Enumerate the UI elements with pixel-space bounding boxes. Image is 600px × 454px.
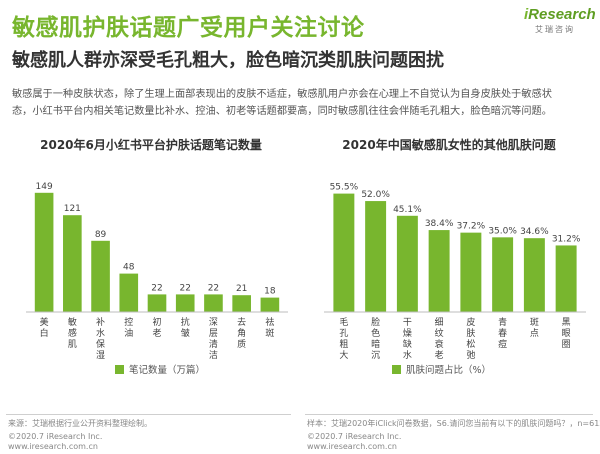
value-label: 52.0% (361, 190, 390, 200)
bar-敏感肌 (63, 215, 82, 312)
value-label: 121 (64, 204, 81, 214)
category-label: 干燥缺水 (403, 317, 412, 360)
page-title: 敏感肌护肤话题广受用户关注讨论 (12, 15, 365, 41)
bar-斑点 (523, 238, 545, 312)
category-label: 毛孔粗大 (339, 316, 348, 360)
bar-美白 (34, 192, 54, 312)
footer-divider-left (6, 414, 291, 415)
logo-wordmark: iResearch (524, 6, 596, 23)
description: 敏感属于一种皮肤状态，除了生理上面部表现出的皮肤不适症，敏感肌用户亦会在心理上不… (12, 86, 590, 120)
category-label: 斑点 (530, 316, 539, 339)
value-label: 89 (95, 230, 107, 240)
category-label: 脸色暗沉 (371, 316, 380, 360)
bar-青春痘 (492, 237, 514, 312)
category-label: 黑眼圈 (562, 317, 571, 350)
legend-notes: 笔记数量（万篇） (115, 362, 205, 376)
value-label: 22 (179, 283, 190, 293)
value-label: 31.2% (552, 234, 581, 244)
bar-控油 (119, 273, 139, 312)
value-label: 55.5% (330, 183, 359, 193)
bar-祛斑 (260, 297, 280, 312)
value-label: 48 (123, 263, 135, 273)
skin-problems-chart-svg: 55.5% 毛孔粗大 52.0% 脸色暗沉 45.1% 干燥缺水 38.4% 细纹衰老 37.2… (324, 183, 586, 360)
value-label: 37.2% (457, 222, 486, 232)
category-label: 去角质 (237, 316, 246, 350)
description-line-2: 态，小红书平台内相关笔记数量比补水、控油、初老等话题都要高，同时敏感肌往往会伴随… (12, 106, 552, 117)
logo-subtitle: 艾瑞咨询 (535, 25, 575, 34)
value-label: 18 (264, 287, 276, 297)
category-label: 控油 (124, 316, 133, 339)
value-label: 149 (36, 182, 53, 192)
bar-补水保湿 (91, 240, 110, 312)
bar-去角质 (232, 295, 251, 312)
category-label: 祛斑 (265, 316, 274, 339)
logo-i: i (524, 6, 529, 23)
bar-干燥缺水 (396, 215, 418, 312)
category-label: 敏感肌 (68, 316, 77, 350)
sample-note: 样本：艾瑞2020年iClick问卷数据，S6.请问您当前有以下的肌肤问题吗？，… (307, 419, 600, 428)
value-label: 22 (208, 283, 219, 293)
source-note: 来源：艾瑞根据行业公开资料整理绘制。 (8, 419, 152, 428)
category-label: 皮肤松弛 (466, 316, 475, 360)
notes-count-chart-svg: 149 美白 121 敏感肌 89 补水保湿 48 控油 22 初老 22 抗皱 22 深层清洁 21 去角质… (26, 182, 288, 360)
bar-深层清洁 (204, 294, 223, 312)
category-label: 细纹衰老 (435, 316, 444, 360)
legend-swatch (115, 365, 124, 374)
footer-divider-right (305, 414, 593, 415)
bar-黑眼圈 (555, 245, 577, 312)
legend-notes-label: 笔记数量（万篇） (129, 365, 206, 376)
bar-皮肤松弛 (460, 232, 482, 312)
chart-title-notes: 2020年6月小红书平台护肤话题笔记数量 (40, 138, 262, 152)
copyright-left: ©2020.7 iResearch Inc. (8, 432, 103, 441)
legend-swatch (392, 365, 401, 374)
value-label: 22 (151, 283, 162, 293)
description-line-1: 敏感属于一种皮肤状态，除了生理上面部表现出的皮肤不适症，敏感肌用户亦会在心理上不… (12, 89, 552, 100)
bar-脸色暗沉 (365, 201, 387, 312)
website-left: www.iresearch.com.cn (8, 442, 98, 451)
value-label: 35.0% (488, 226, 517, 236)
bar-初老 (147, 294, 167, 312)
category-label: 抗皱 (181, 316, 190, 339)
website-right: www.iresearch.com.cn (307, 442, 397, 451)
copyright-right: ©2020.7 iResearch Inc. (307, 432, 402, 441)
value-label: 45.1% (393, 205, 422, 215)
page-subtitle: 敏感肌人群亦深受毛孔粗大，脸色暗沉类肌肤问题困扰 (12, 50, 444, 71)
bar-细纹衰老 (428, 230, 450, 312)
legend-problems-label: 肌肤问题占比（%） (406, 365, 492, 376)
category-label: 青春痘 (498, 316, 507, 350)
bar-抗皱 (175, 294, 195, 312)
chart-title-problems: 2020年中国敏感肌女性的其他肌肤问题 (342, 138, 556, 152)
logo-research: Research (528, 6, 596, 23)
value-label: 34.6% (520, 227, 549, 237)
category-label: 初老 (152, 316, 161, 339)
category-label: 补水保湿 (96, 316, 105, 360)
category-label: 美白 (40, 316, 49, 339)
value-label: 21 (236, 284, 247, 294)
iresearch-logo: iResearch 艾瑞咨询 (524, 6, 596, 35)
category-label: 深层清洁 (209, 317, 218, 360)
value-label: 38.4% (425, 219, 454, 229)
legend-problems: 肌肤问题占比（%） (392, 362, 491, 376)
bar-毛孔粗大 (333, 193, 355, 312)
